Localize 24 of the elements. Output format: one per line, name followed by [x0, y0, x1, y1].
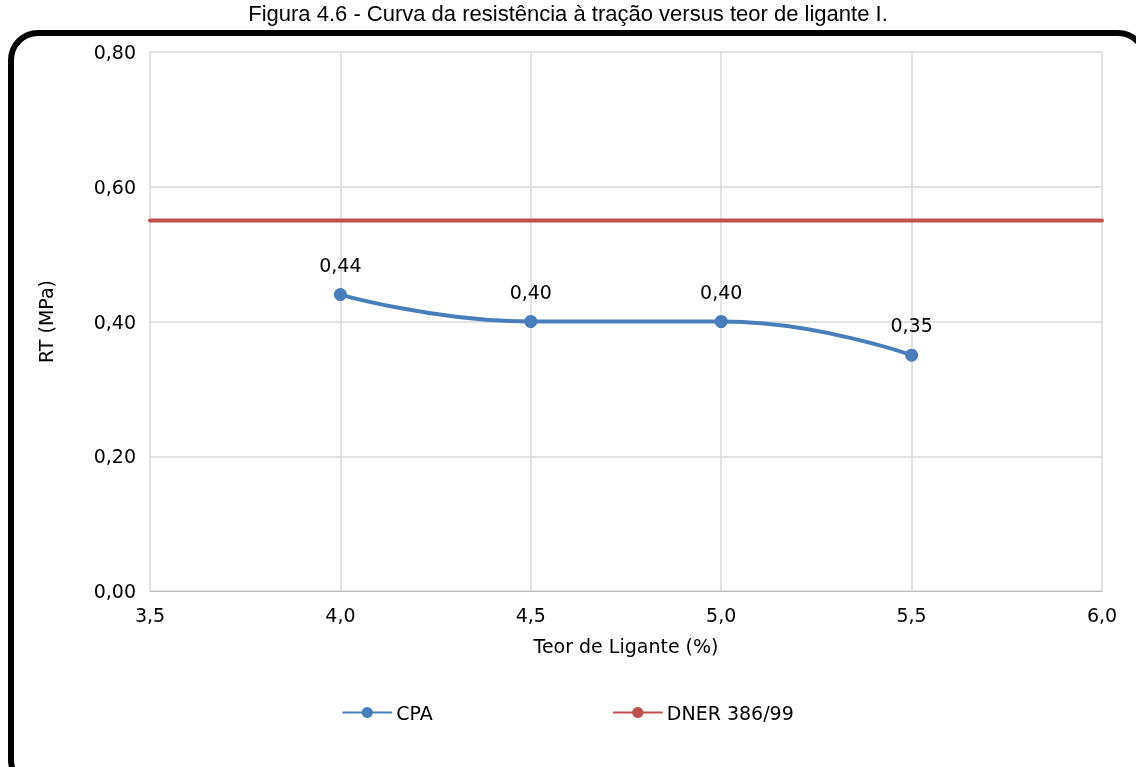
y-tick-label: 0,80	[93, 41, 136, 63]
point	[714, 315, 728, 328]
x-tick-label: 4,5	[515, 603, 546, 626]
y-tick-label: 0,40	[93, 310, 136, 333]
x-tick-label: 6,0	[1086, 603, 1118, 626]
x-tick-label: 5,5	[896, 603, 927, 626]
legend-label: CPA	[396, 701, 433, 724]
legend-label: DNER 386/99	[666, 701, 794, 724]
data-label: 0,40	[509, 280, 552, 303]
point	[333, 288, 347, 302]
data-label: 0,35	[890, 314, 933, 337]
data-label: 0,44	[319, 253, 362, 276]
y-axis-title: RT (MPa)	[34, 280, 57, 363]
point	[905, 348, 919, 362]
point	[524, 315, 538, 328]
x-tick-label: 5,0	[706, 603, 737, 626]
y-tick-label: 0,20	[93, 445, 136, 468]
x-axis-title: Teor de Ligante (%)	[532, 634, 719, 657]
x-tick-label: 4,0	[325, 603, 356, 626]
data-label: 0,40	[700, 280, 743, 303]
x-tick-label: 3,5	[134, 603, 166, 626]
y-tick-label: 0,00	[93, 580, 136, 602]
y-tick-label: 0,60	[93, 175, 136, 198]
chart-title: Figura 4.6 - Curva da resistência à tração versus teor de ligante I.	[247, 1, 889, 27]
